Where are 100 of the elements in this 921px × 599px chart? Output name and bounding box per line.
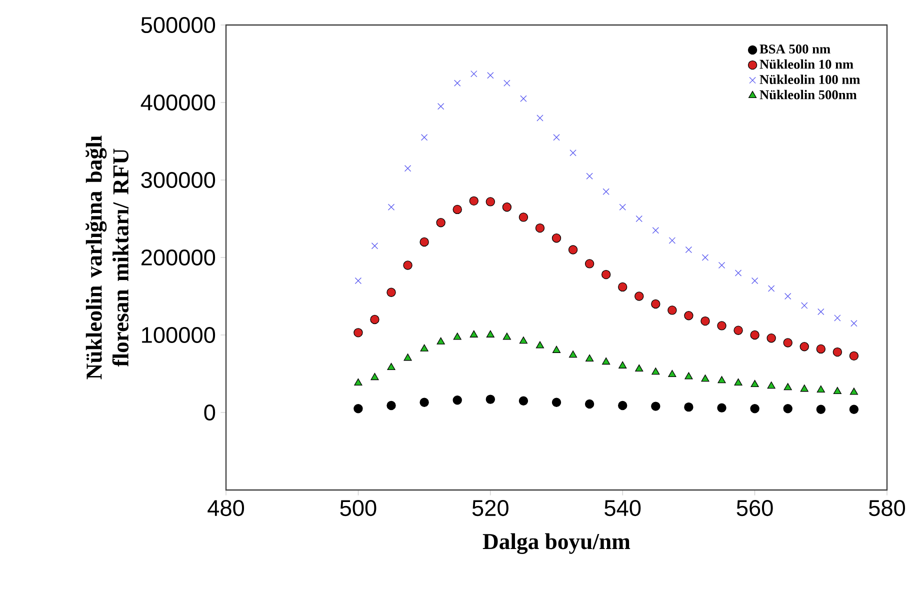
point [470,330,478,338]
point [518,212,528,222]
point [618,361,627,368]
legend-label: Nükleolin 100 nm [760,74,860,84]
point [502,202,512,212]
point [784,383,792,390]
point [849,351,859,361]
point [684,402,694,412]
point [552,234,562,243]
point [834,314,841,322]
point [371,242,378,250]
point [784,292,792,300]
point [486,197,496,206]
point [586,354,594,362]
point [470,70,478,78]
point [536,114,544,122]
point [800,342,809,352]
point [833,386,842,394]
legend-label: Nükleolin 500nm [760,90,857,100]
point [437,103,444,110]
point [552,346,561,353]
point [700,316,710,326]
point [404,165,412,172]
point [453,332,462,340]
y-axis-title: Nükleolin varlığına bağlı floresan miktarı/ RFU [86,136,129,380]
point [685,246,692,254]
point [370,314,380,324]
point [504,80,510,86]
point [768,285,775,292]
point [486,394,496,404]
y-tick-label: 200000 [141,249,216,266]
point [420,398,429,408]
x-tick-label: 580 [868,500,906,516]
point [651,402,660,411]
point [701,374,710,382]
point [553,134,560,141]
point [568,245,578,254]
point [850,388,858,395]
point [436,218,446,228]
point [849,404,859,414]
point [454,80,461,86]
point [518,396,528,406]
point [568,350,578,358]
point [801,302,808,309]
point [668,370,676,377]
point [618,400,628,410]
point [354,404,363,414]
point [519,336,528,344]
point [404,354,412,361]
x-tick-label: 500 [340,500,376,516]
point [354,277,362,284]
point [783,404,792,414]
point [520,95,527,102]
point [452,395,462,405]
point [734,270,742,276]
point [354,328,363,338]
point [816,344,826,354]
point [717,403,726,412]
point [436,337,445,344]
point [619,204,626,210]
point [403,260,412,270]
y-tick-label: 0 [204,404,216,421]
point [469,196,478,206]
point [800,384,808,392]
point [818,308,824,316]
y-tick-label: 300000 [141,172,216,188]
point [486,330,494,338]
point [552,398,562,408]
y-tick-label: 400000 [140,94,216,111]
point [718,376,726,384]
point [420,134,428,141]
point [783,338,792,348]
point [750,380,759,388]
point [734,378,742,386]
point [751,277,758,284]
y-tick-label: 100000 [142,326,216,344]
point [636,215,642,222]
point [635,364,644,372]
point [570,150,576,156]
point [750,330,760,340]
y-tick-label: 500000 [141,16,216,34]
x-tick-label: 560 [736,500,773,516]
point [734,326,743,335]
point [535,223,545,233]
point [584,399,594,409]
legend-label: BSA 500 nm [760,44,830,54]
point [684,311,694,320]
point [536,341,544,348]
point [420,344,428,352]
point [668,306,677,315]
point [618,282,628,292]
point [816,404,826,414]
point [634,292,644,301]
x-tick-label: 480 [208,500,244,516]
point [668,237,676,244]
x-tick-label: 540 [604,500,641,516]
point [386,288,396,297]
point [487,72,494,79]
point [452,204,462,214]
point [370,373,379,380]
